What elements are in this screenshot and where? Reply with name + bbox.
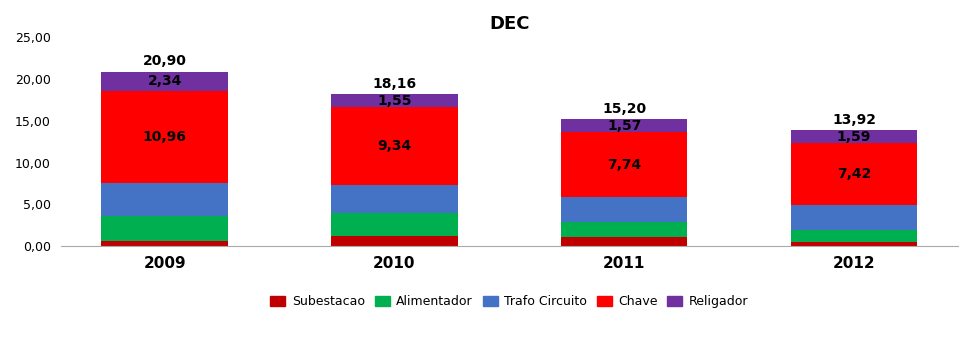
Bar (791, 230, 918, 242)
Bar (101, 72, 228, 91)
Legend: Subestacao, Alimentador, Trafo Circuito, Chave, Religador: Subestacao, Alimentador, Trafo Circuito,… (266, 290, 753, 313)
Text: 13,92: 13,92 (832, 112, 876, 127)
Bar (791, 242, 918, 246)
Bar (561, 197, 687, 222)
Text: 9,34: 9,34 (378, 140, 412, 154)
Text: 20,90: 20,90 (143, 54, 187, 68)
Text: 2,34: 2,34 (147, 74, 182, 88)
Bar (101, 241, 228, 246)
Bar (101, 91, 228, 183)
Text: 1,57: 1,57 (607, 119, 641, 133)
Bar (791, 130, 918, 143)
Bar (791, 205, 918, 230)
Bar (101, 183, 228, 216)
Bar (791, 143, 918, 205)
Bar (561, 132, 687, 197)
Text: 7,42: 7,42 (837, 167, 871, 181)
Text: 18,16: 18,16 (373, 77, 416, 91)
Bar (561, 119, 687, 132)
Title: DEC: DEC (489, 15, 529, 33)
Text: 10,96: 10,96 (143, 130, 187, 144)
Bar (561, 222, 687, 237)
Text: 7,74: 7,74 (607, 158, 641, 172)
Bar (101, 216, 228, 241)
Bar (331, 213, 457, 236)
Bar (331, 95, 457, 107)
Bar (561, 237, 687, 246)
Bar (331, 107, 457, 185)
Text: 1,59: 1,59 (837, 130, 871, 144)
Text: 15,20: 15,20 (602, 102, 646, 116)
Bar (331, 236, 457, 246)
Text: 1,55: 1,55 (378, 94, 412, 108)
Bar (331, 185, 457, 213)
